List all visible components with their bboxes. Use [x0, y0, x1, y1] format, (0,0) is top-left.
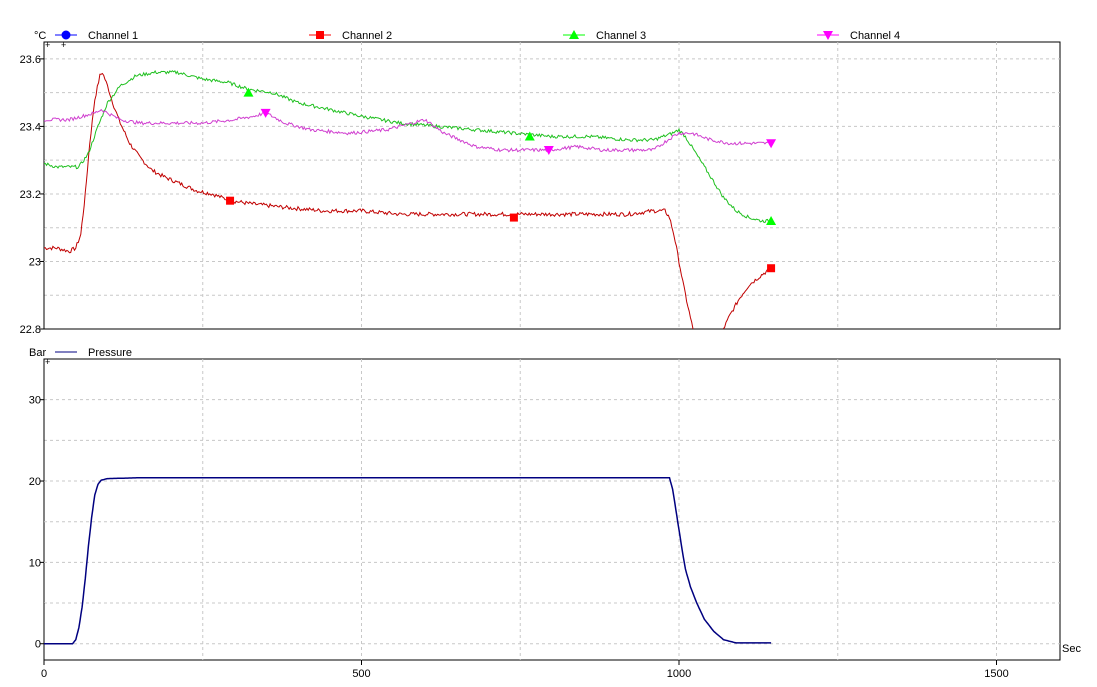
crosshair-marker: + [45, 357, 50, 367]
x-tick-label: 1000 [667, 668, 691, 680]
pressure-x-ticks: 0 500 1000 1500 [41, 660, 1009, 680]
y-tick-label: 30 [29, 395, 41, 407]
legend-label: Channel 1 [88, 30, 138, 42]
temperature-grid [43, 42, 1060, 329]
series-marker-channel-2 [226, 196, 235, 205]
series-marker-channel-4 [766, 139, 777, 149]
legend-label: Channel 3 [596, 30, 646, 42]
legend-marker [823, 31, 833, 40]
pressure-unit-label: Bar [29, 347, 46, 359]
legend-marker [316, 31, 324, 39]
temperature-series [44, 69, 772, 329]
y-tick-label: 23.4 [20, 121, 41, 133]
temperature-plot-frame [43, 41, 1061, 330]
y-tick-label: 20 [29, 476, 41, 488]
crosshair-marker: + [45, 40, 50, 50]
series-marker-channel-3 [243, 87, 254, 97]
series-line-channel-2 [44, 72, 694, 329]
series-marker-channel-3 [766, 215, 777, 225]
x-tick-label: 1500 [984, 668, 1008, 680]
temperature-markers [226, 87, 777, 273]
pressure-chart: 0 10 20 30 0 500 1000 1500 Bar Sec Pressure + [29, 347, 1082, 680]
x-tick-label: 0 [41, 668, 47, 680]
pressure-plot-frame [43, 358, 1061, 661]
crosshair-marker: + [61, 40, 66, 50]
series-marker-channel-2 [509, 213, 518, 222]
pressure-y-ticks: 0 10 20 30 [29, 395, 44, 651]
series-line-channel-4 [44, 108, 772, 153]
legend-marker [569, 30, 579, 39]
series-line-channel-2b [723, 267, 772, 329]
pressure-series [44, 477, 772, 645]
legend-label: Channel 4 [850, 30, 900, 42]
legend-label: Pressure [88, 347, 132, 359]
x-tick-label: 500 [352, 668, 370, 680]
pressure-legend: Pressure [55, 347, 132, 359]
y-tick-label: 23 [29, 256, 41, 268]
x-axis-unit-label: Sec [1062, 643, 1081, 655]
y-tick-label: 0 [35, 639, 41, 651]
y-tick-label: 23.6 [20, 54, 41, 66]
temperature-chart: 22.8 23 23.2 23.4 23.6 °C Channel 1 Channel 2… [20, 30, 1061, 336]
series-marker-channel-3 [524, 131, 535, 141]
series-marker-channel-2 [767, 264, 776, 273]
temperature-legend: Channel 1 Channel 2 Channel 3 Channel 4 [55, 30, 900, 42]
temperature-y-ticks: 22.8 23 23.2 23.4 23.6 [20, 54, 44, 336]
series-marker-channel-4 [260, 108, 271, 118]
y-tick-label: 22.8 [20, 324, 41, 336]
legend-label: Channel 2 [342, 30, 392, 42]
y-tick-label: 10 [29, 557, 41, 569]
y-tick-label: 23.2 [20, 189, 41, 201]
pressure-grid [43, 359, 1060, 660]
series-marker-channel-4 [543, 146, 554, 156]
series-line-pressure [44, 477, 772, 645]
temperature-unit-label: °C [34, 30, 46, 42]
legend-marker [61, 30, 71, 40]
